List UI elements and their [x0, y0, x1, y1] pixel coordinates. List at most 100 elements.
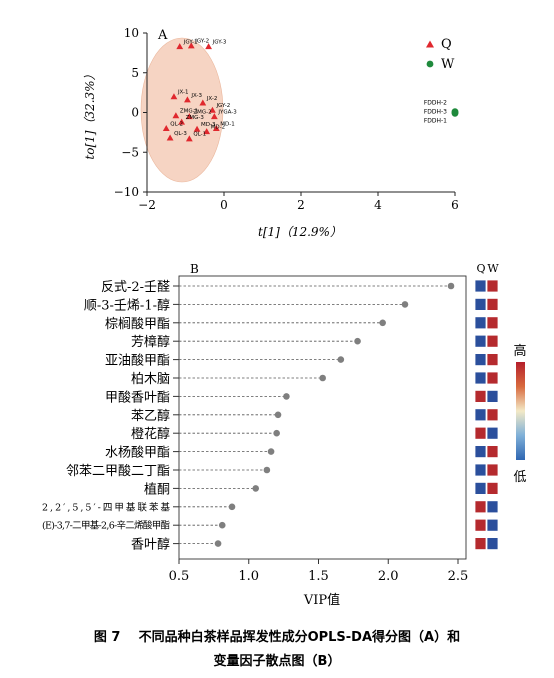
heat-cell-w: [486, 445, 499, 459]
heat-cell-q: [474, 297, 487, 311]
confidence-ellipse: [140, 37, 224, 183]
score-point-q: [210, 113, 218, 120]
heat-cell-q: [474, 445, 487, 459]
legend-w-marker: [426, 60, 434, 68]
vip-dot: [401, 301, 409, 308]
score-point-label: JGY-3: [212, 40, 227, 46]
heat-cell-w: [486, 353, 499, 367]
score-plot-x-tick-label: 2: [297, 198, 305, 212]
score-point-label: MD-3: [201, 122, 216, 128]
vip-row: (E)-3,7-二甲基-2,6-辛二烯酸甲酯: [42, 518, 499, 532]
vip-compound-label: 顺-3-壬烯-1-醇: [84, 297, 170, 313]
score-plot-points: JGY-2 JGY-3JGY-1JX-1JX-3JX-2JGY-2ZMG-1ZMG…: [162, 39, 459, 142]
heat-cell-q: [474, 500, 487, 514]
heat-cell-w: [486, 389, 499, 403]
heat-cell-w: [486, 537, 499, 550]
vip-row: 反式-2-壬醛: [101, 279, 499, 295]
vip-row: 橙花醇: [131, 426, 499, 442]
vip-x-tick-label: 2.5: [448, 569, 469, 584]
vip-compound-label: (E)-3,7-二甲基-2,6-辛二烯酸甲酯: [42, 520, 170, 532]
vip-rows: 反式-2-壬醛顺-3-壬烯-1-醇棕榈酸甲酯芳樟醇亚油酸甲酯柏木脑甲酸香叶酯苯乙…: [42, 279, 499, 553]
heat-cell-q: [474, 537, 487, 550]
score-plot-y-tick-label: −10: [114, 185, 139, 199]
vip-row: 植酮: [144, 481, 499, 497]
vip-dot: [273, 429, 280, 437]
vip-compound-label: 邻苯二甲酸二丁酯: [66, 464, 170, 479]
vip-compound-label: 水杨酸甲酯: [105, 446, 170, 461]
vip-dot: [354, 337, 361, 345]
score-plot-legend: Q W: [426, 37, 455, 72]
heat-cell-w: [486, 371, 499, 385]
score-point-label: FDDH-3: [424, 109, 447, 116]
vip-plot-panel: B 反式-2-壬醛顺-3-壬烯-1-醇棕榈酸甲酯芳樟醇亚油酸甲酯柏木脑甲酸香叶酯…: [42, 262, 527, 608]
score-point-q: [185, 135, 193, 142]
heat-cell-q: [474, 481, 487, 495]
heat-cell-q: [474, 371, 487, 385]
heat-cell-q: [474, 279, 487, 293]
vip-row: 棕榈酸甲酯: [105, 316, 499, 332]
vip-dot: [319, 374, 326, 382]
score-point-q: [209, 106, 216, 113]
vip-x-tick-label: 1.0: [238, 569, 259, 584]
heat-cell-w: [486, 408, 499, 422]
vip-dot: [214, 540, 222, 547]
heat-cell-q: [474, 518, 487, 532]
heat-cell-w: [486, 518, 499, 532]
heat-cell-w: [486, 279, 499, 293]
heat-cell-q: [474, 426, 487, 440]
heat-col-w-label: W: [487, 262, 499, 275]
score-point-label: JGY-2: [215, 103, 230, 109]
vip-x-tick-label: 1.5: [308, 569, 329, 584]
vip-row: 甲酸香叶酯: [105, 389, 499, 405]
panel-b-label: B: [190, 262, 199, 276]
vip-compound-label: 苯乙醇: [131, 408, 170, 424]
heat-cell-q: [474, 389, 487, 403]
score-plot-x-label: t[1]（12.9%）: [258, 225, 342, 239]
score-point-q: [162, 125, 170, 131]
score-point-q: [187, 42, 195, 49]
panel-a-label: A: [157, 28, 168, 43]
score-point-label: MD-2: [211, 125, 225, 131]
score-point-label: MD-1: [220, 121, 234, 127]
score-point-label: JYGA-3: [217, 109, 237, 115]
vip-row: 苯乙醇: [131, 408, 499, 424]
score-point-w: [451, 109, 459, 117]
vip-compound-label: 棕榈酸甲酯: [105, 317, 170, 332]
legend-q-marker: [426, 40, 434, 48]
score-point-q: [166, 134, 174, 141]
vip-row: 香叶醇: [131, 537, 499, 553]
score-point-q: [172, 112, 180, 119]
score-point-label: FDDH-2: [424, 100, 447, 107]
score-point-label: JGY-2: [194, 39, 209, 45]
heat-cell-w: [486, 463, 499, 477]
vip-dot: [337, 356, 345, 363]
score-plot-x-tick-label: −2: [138, 198, 156, 212]
vip-dot: [228, 503, 236, 511]
vip-dot: [252, 485, 260, 492]
heat-col-q-label: Q: [476, 262, 485, 275]
vip-compound-label: 橙花醇: [131, 426, 170, 442]
vip-dot: [263, 466, 271, 474]
vip-row: 2,2′,5,5′-四甲基联苯基: [42, 500, 499, 514]
heat-cell-w: [486, 316, 499, 330]
vip-row: 柏木脑: [131, 371, 499, 387]
vip-compound-label: 香叶醇: [131, 537, 170, 553]
legend-q-label: Q: [441, 37, 452, 52]
vip-dot: [218, 521, 226, 529]
vip-plot-frame: [178, 275, 467, 560]
heat-cell-q: [474, 408, 487, 422]
score-point-label: ZMG-2: [193, 109, 211, 115]
heat-cell-w: [486, 334, 499, 348]
heat-cell-q: [474, 463, 487, 477]
vip-x-label: VIP值: [303, 592, 340, 608]
vip-dot: [447, 282, 455, 290]
heat-cell-w: [486, 426, 499, 440]
score-point-q: [212, 125, 220, 131]
vip-dot: [267, 448, 275, 455]
legend-w-label: W: [441, 57, 455, 72]
score-point-label: QL-1: [193, 132, 206, 138]
vip-row: 亚油酸甲酯: [105, 353, 499, 369]
heat-color-scale: [516, 362, 525, 460]
